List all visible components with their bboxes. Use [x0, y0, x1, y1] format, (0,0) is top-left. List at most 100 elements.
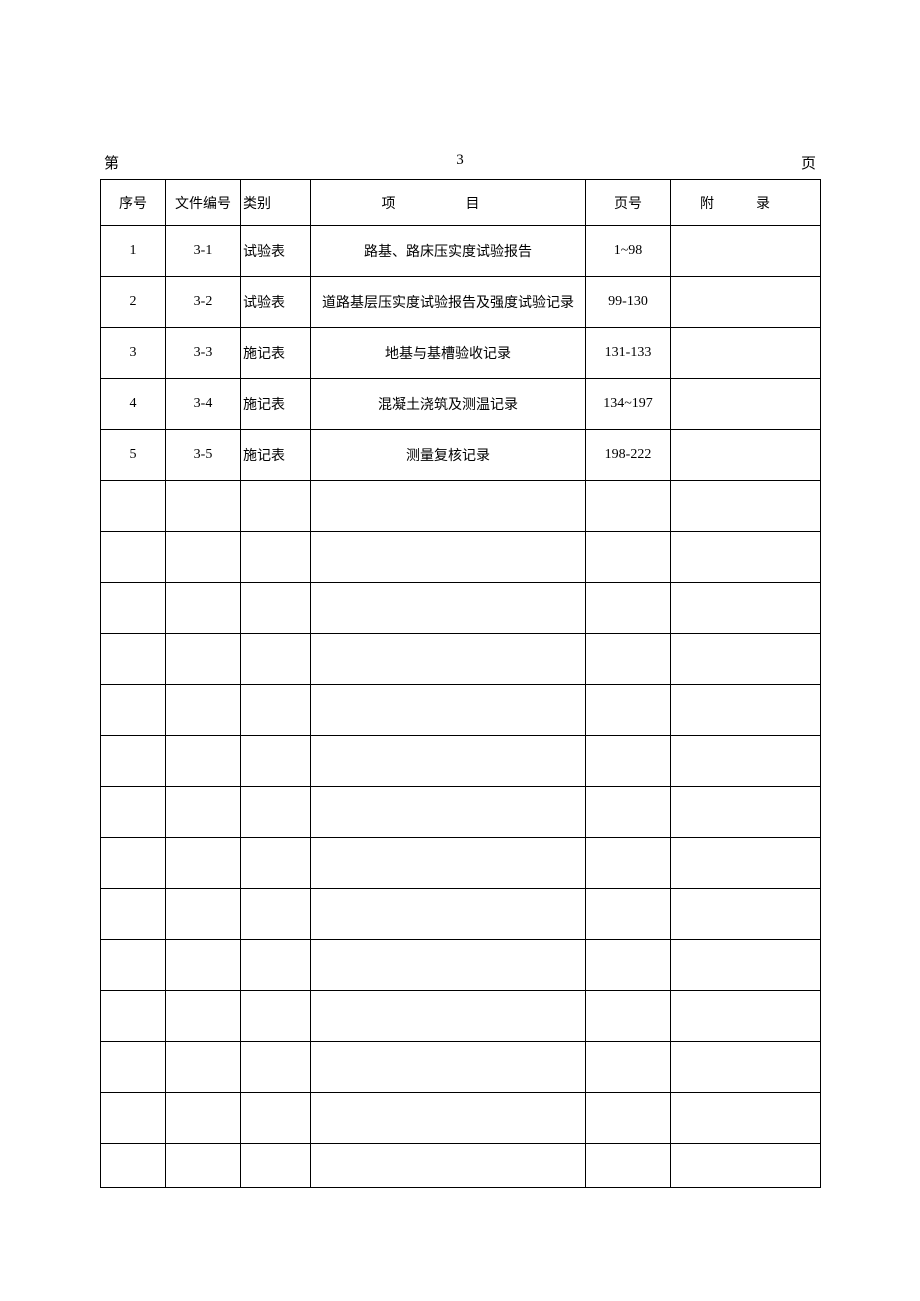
cell-item	[311, 583, 586, 634]
cell-file-no	[166, 787, 241, 838]
cell-appendix	[671, 328, 821, 379]
cell-page-no: 99-130	[586, 277, 671, 328]
page-header-left: 第	[104, 152, 119, 173]
cell-page-no	[586, 838, 671, 889]
table-row: 43-4施记表混凝土浇筑及测温记录134~197	[101, 379, 821, 430]
cell-type	[241, 685, 311, 736]
cell-appendix	[671, 787, 821, 838]
cell-page-no	[586, 889, 671, 940]
cell-appendix	[671, 1093, 821, 1144]
cell-seq	[101, 940, 166, 991]
cell-seq	[101, 583, 166, 634]
table-row	[101, 736, 821, 787]
col-header-seq: 序号	[101, 180, 166, 226]
table-row	[101, 838, 821, 889]
cell-appendix	[671, 838, 821, 889]
cell-item	[311, 1093, 586, 1144]
table-row	[101, 532, 821, 583]
table-header-row: 序号 文件编号 类别 项目 页号 附录	[101, 180, 821, 226]
cell-seq: 5	[101, 430, 166, 481]
cell-file-no: 3-5	[166, 430, 241, 481]
cell-seq	[101, 685, 166, 736]
cell-page-no	[586, 991, 671, 1042]
cell-file-no	[166, 685, 241, 736]
cell-file-no: 3-3	[166, 328, 241, 379]
cell-seq	[101, 736, 166, 787]
table-row	[101, 481, 821, 532]
cell-appendix	[671, 889, 821, 940]
cell-file-no	[166, 532, 241, 583]
index-table: 序号 文件编号 类别 项目 页号 附录 13-1试验表路基、路床压实度试验报告1…	[100, 179, 821, 1188]
table-row: 33-3施记表地基与基槽验收记录131-133	[101, 328, 821, 379]
cell-seq	[101, 1042, 166, 1093]
cell-item	[311, 532, 586, 583]
cell-seq	[101, 787, 166, 838]
cell-seq: 3	[101, 328, 166, 379]
cell-page-no	[586, 481, 671, 532]
cell-page-no	[586, 685, 671, 736]
cell-item	[311, 940, 586, 991]
table-row	[101, 1093, 821, 1144]
col-header-appendix: 附录	[671, 180, 821, 226]
cell-type: 试验表	[241, 226, 311, 277]
cell-file-no: 3-1	[166, 226, 241, 277]
cell-type	[241, 736, 311, 787]
cell-appendix	[671, 532, 821, 583]
cell-seq	[101, 481, 166, 532]
cell-appendix	[671, 736, 821, 787]
cell-seq	[101, 838, 166, 889]
cell-file-no: 3-2	[166, 277, 241, 328]
cell-seq	[101, 889, 166, 940]
table-row	[101, 991, 821, 1042]
cell-file-no	[166, 838, 241, 889]
cell-page-no	[586, 1144, 671, 1188]
cell-file-no	[166, 991, 241, 1042]
cell-appendix	[671, 583, 821, 634]
cell-file-no	[166, 1093, 241, 1144]
cell-seq: 2	[101, 277, 166, 328]
cell-seq	[101, 1144, 166, 1188]
cell-file-no	[166, 1042, 241, 1093]
table-body: 13-1试验表路基、路床压实度试验报告1~9823-2试验表道路基层压实度试验报…	[101, 226, 821, 1188]
cell-seq	[101, 634, 166, 685]
cell-page-no	[586, 1093, 671, 1144]
document-page: 第 3 页 序号 文件编号 类别 项目 页号 附录	[100, 152, 820, 1188]
table-row	[101, 1042, 821, 1093]
cell-appendix	[671, 379, 821, 430]
cell-appendix	[671, 1144, 821, 1188]
table-row: 13-1试验表路基、路床压实度试验报告1~98	[101, 226, 821, 277]
col-header-item: 项目	[311, 180, 586, 226]
cell-appendix	[671, 991, 821, 1042]
table-row	[101, 634, 821, 685]
cell-item	[311, 1042, 586, 1093]
cell-page-no: 134~197	[586, 379, 671, 430]
cell-appendix	[671, 481, 821, 532]
page-header-center: 3	[119, 152, 801, 173]
table-row	[101, 685, 821, 736]
cell-item	[311, 991, 586, 1042]
cell-appendix	[671, 226, 821, 277]
cell-item	[311, 481, 586, 532]
cell-item: 路基、路床压实度试验报告	[311, 226, 586, 277]
cell-appendix	[671, 277, 821, 328]
cell-type	[241, 787, 311, 838]
cell-page-no	[586, 583, 671, 634]
cell-page-no	[586, 532, 671, 583]
cell-file-no	[166, 889, 241, 940]
cell-type	[241, 889, 311, 940]
col-header-file-no: 文件编号	[166, 180, 241, 226]
cell-type: 施记表	[241, 430, 311, 481]
cell-page-no	[586, 787, 671, 838]
cell-item	[311, 838, 586, 889]
cell-item	[311, 1144, 586, 1188]
cell-item	[311, 736, 586, 787]
table-row: 53-5施记表测量复核记录198-222	[101, 430, 821, 481]
page-header-right: 页	[801, 152, 816, 173]
cell-page-no	[586, 1042, 671, 1093]
cell-type	[241, 838, 311, 889]
table-row	[101, 940, 821, 991]
cell-page-no	[586, 736, 671, 787]
cell-item	[311, 787, 586, 838]
table-row	[101, 889, 821, 940]
cell-file-no	[166, 1144, 241, 1188]
